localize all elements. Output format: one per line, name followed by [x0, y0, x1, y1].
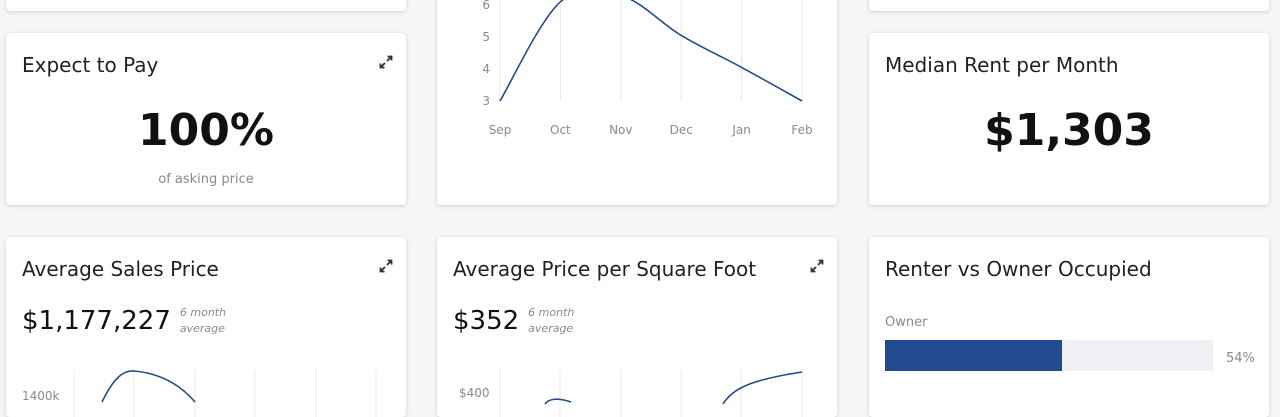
line-chart-grid [499, 0, 803, 101]
avg-sales-price-mini-chart: 1400k [22, 370, 377, 417]
line-chart-series-line [499, 0, 803, 102]
expect-to-pay-caption: of asking price [158, 172, 254, 187]
line-chart-x-tick-label: Jan [731, 123, 751, 137]
avg-price-sqft-value: $352 [453, 306, 520, 336]
line-chart-x-tick-label: Feb [791, 123, 812, 137]
line-chart-x-tick-label: Sep [489, 123, 512, 137]
line-chart: 3 4 5 6 Sep Oct Nov Dec Jan Feb [482, 0, 813, 137]
line-chart-y-tick-label: 4 [482, 62, 490, 76]
renter-owner-card: Renter vs Owner Occupied Owner 54% [869, 237, 1269, 417]
top-left-card-remnant [6, 0, 406, 11]
expect-to-pay-value: 100% [138, 105, 274, 156]
avg-price-sqft-mini-chart: $400 [459, 370, 803, 417]
median-rent-value: $1,303 [984, 105, 1154, 156]
line-chart-card: 3 4 5 6 Sep Oct Nov Dec Jan Feb [437, 0, 837, 205]
expect-to-pay-card: Expect to Pay 100% of asking price [6, 33, 406, 205]
avg-sales-price-line [101, 370, 196, 403]
line-chart-y-ticks: 3 4 5 6 [482, 0, 490, 108]
expand-arrows-icon[interactable] [378, 258, 394, 274]
avg-price-sqft-title: Average Price per Square Foot [453, 257, 757, 281]
line-chart-x-ticks: Sep Oct Nov Dec Jan Feb [489, 123, 813, 137]
owner-bar-percent: 54% [1226, 351, 1255, 366]
avg-sales-price-title: Average Sales Price [22, 257, 219, 281]
avg-sales-price-card: Average Sales Price $1,177,227 6 month a… [6, 237, 406, 417]
line-chart-y-tick-label: 6 [482, 0, 490, 12]
renter-owner-title: Renter vs Owner Occupied [885, 257, 1152, 281]
line-chart-y-tick-label: 5 [482, 30, 490, 44]
avg-price-sqft-line [544, 371, 803, 405]
line-chart-x-tick-label: Oct [550, 123, 571, 137]
avg-sales-price-value: $1,177,227 [22, 306, 171, 336]
expand-arrows-icon[interactable] [809, 258, 825, 274]
top-right-card-remnant [869, 0, 1269, 11]
median-rent-card: Median Rent per Month $1,303 [869, 33, 1269, 205]
avg-sales-price-note: 6 month average [179, 306, 227, 335]
avg-price-sqft-card: Average Price per Square Foot $352 6 mon… [437, 237, 837, 417]
avg-price-sqft-y-tick: $400 [459, 386, 490, 400]
line-chart-x-tick-label: Dec [670, 123, 693, 137]
owner-bar-fill [885, 340, 1063, 371]
avg-price-sqft-note: 6 month average [528, 306, 575, 335]
expect-to-pay-title: Expect to Pay [22, 53, 159, 77]
owner-bar-track [885, 340, 1213, 371]
line-chart-y-tick-label: 3 [482, 94, 490, 108]
avg-sales-price-y-tick: 1400k [22, 389, 60, 403]
owner-bar-label: Owner [885, 315, 928, 330]
line-chart-x-tick-label: Nov [609, 123, 632, 137]
median-rent-title: Median Rent per Month [885, 53, 1119, 77]
expand-arrows-icon[interactable] [378, 54, 394, 70]
